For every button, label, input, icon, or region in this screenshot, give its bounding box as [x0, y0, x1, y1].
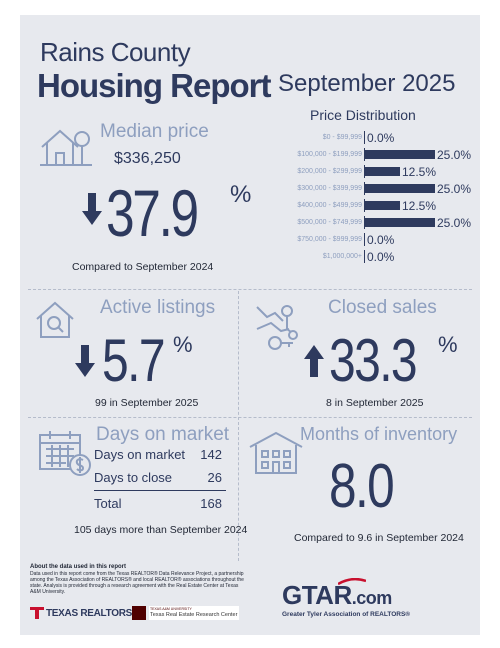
price-distribution-title: Price Distribution	[310, 107, 416, 123]
price-percent: 25.0%	[437, 182, 472, 196]
dom-total-value: 168	[200, 496, 222, 511]
price-range-label: $0 - $99,999	[322, 134, 362, 141]
median-price-value: $336,250	[114, 150, 181, 167]
price-range-label: $1,000,000+	[322, 253, 362, 260]
median-price-note: Compared to September 2024	[72, 261, 214, 273]
price-percent: 0.0%	[367, 233, 395, 247]
median-price-label: Median price	[100, 121, 209, 142]
house-icon	[40, 129, 92, 166]
total-rule	[94, 490, 226, 491]
divider	[28, 417, 472, 418]
price-percent: 25.0%	[437, 148, 472, 162]
price-range-label: $300,000 - $399,999	[297, 185, 362, 192]
report-title-county: Rains County	[40, 37, 191, 67]
percent-sign: %	[438, 332, 458, 357]
price-row: $0 - $99,999 0.0%	[244, 130, 480, 145]
price-range-label: $100,000 - $199,999	[297, 151, 362, 158]
price-row: $500,000 - $749,999 25.0%	[244, 215, 480, 230]
price-row: $400,000 - $499,999 12.5%	[244, 198, 480, 213]
price-row: $1,000,000+ 0.0%	[244, 249, 480, 264]
closed-sales-label: Closed sales	[328, 297, 437, 318]
axis-line	[364, 165, 365, 178]
price-percent: 12.5%	[402, 199, 437, 213]
price-percent: 12.5%	[402, 165, 437, 179]
report-month: September 2025	[278, 70, 456, 97]
axis-line	[364, 233, 365, 246]
percent-sign: %	[173, 332, 193, 357]
about-text: Data used in this report come from the T…	[30, 571, 244, 595]
building-icon	[249, 431, 303, 474]
texas-realtors-logo: TEXAS REALTORS	[46, 608, 132, 619]
months-inventory-note: Compared to 9.6 in September 2024	[294, 532, 464, 544]
axis-line	[364, 250, 365, 263]
down-arrow-icon	[75, 345, 95, 377]
days-on-market-label: Days on market	[96, 424, 230, 445]
axis-line	[364, 182, 365, 195]
gtar-logo-dotcom: .com	[351, 588, 393, 608]
price-bar	[365, 167, 400, 176]
dom-row-label: Days to close	[94, 470, 173, 485]
price-range-label: $200,000 - $299,999	[297, 168, 362, 175]
price-percent: 25.0%	[437, 216, 472, 230]
about-title: About the data used in this report	[30, 564, 127, 570]
tamu-logo-box	[149, 606, 239, 620]
axis-line	[364, 148, 365, 161]
dom-row-label: Days on market	[94, 447, 186, 462]
hand-key-icon	[256, 305, 298, 350]
tamu-small-text: TEXAS A&M UNIVERSITY	[150, 607, 192, 611]
active-listings-note: 99 in September 2025	[95, 397, 199, 409]
active-listings-label: Active listings	[100, 297, 216, 318]
price-percent: 0.0%	[367, 131, 395, 145]
divider	[28, 289, 472, 290]
calendar-dollar-icon	[39, 431, 91, 476]
percent-sign: %	[230, 181, 252, 208]
price-row: $100,000 - $199,999 25.0%	[244, 147, 480, 162]
up-arrow-icon	[304, 345, 324, 377]
price-row: $300,000 - $399,999 25.0%	[244, 181, 480, 196]
active-listings-change: 5.7	[102, 327, 166, 394]
axis-line	[364, 131, 365, 144]
texas-realtors-logo-icon	[30, 607, 44, 619]
gtar-tagline: Greater Tyler Association of REALTORS®	[282, 611, 411, 618]
price-percent: 0.0%	[367, 250, 395, 264]
closed-sales-note: 8 in September 2025	[326, 397, 424, 409]
dom-row-value: 26	[207, 470, 222, 485]
price-range-label: $500,000 - $749,999	[297, 219, 362, 226]
price-bar	[365, 150, 435, 159]
price-row: $750,000 - $999,999 0.0%	[244, 232, 480, 247]
tamu-logo-icon	[132, 606, 146, 620]
report-title: Housing Report	[37, 67, 271, 104]
divider	[238, 291, 239, 561]
dom-total-label: Total	[94, 496, 122, 511]
axis-line	[364, 216, 365, 229]
gtar-swoosh-icon	[338, 578, 366, 586]
price-bar	[365, 184, 435, 193]
gtar-logo-text: GTAR	[282, 580, 352, 610]
dom-row-value: 142	[200, 447, 222, 462]
days-on-market-note: 105 days more than September 2024	[74, 524, 248, 536]
price-row: $200,000 - $299,999 12.5%	[244, 164, 480, 179]
price-bar	[365, 201, 400, 210]
gtar-logo: GTAR.com	[282, 580, 392, 611]
down-arrow-icon	[82, 193, 102, 225]
report-card: Rains County Housing Report September 20…	[20, 15, 480, 635]
months-inventory-label: Months of inventory	[300, 424, 458, 444]
tamu-center-name: Texas Real Estate Research Center	[150, 612, 238, 618]
median-price-change: 37.9	[106, 176, 199, 250]
price-range-label: $400,000 - $499,999	[297, 202, 362, 209]
months-inventory-value: 8.0	[329, 452, 395, 521]
price-bar	[365, 218, 435, 227]
price-range-label: $750,000 - $999,999	[297, 236, 362, 243]
axis-line	[364, 199, 365, 212]
closed-sales-change: 33.3	[329, 327, 418, 394]
house-search-icon	[36, 301, 74, 338]
